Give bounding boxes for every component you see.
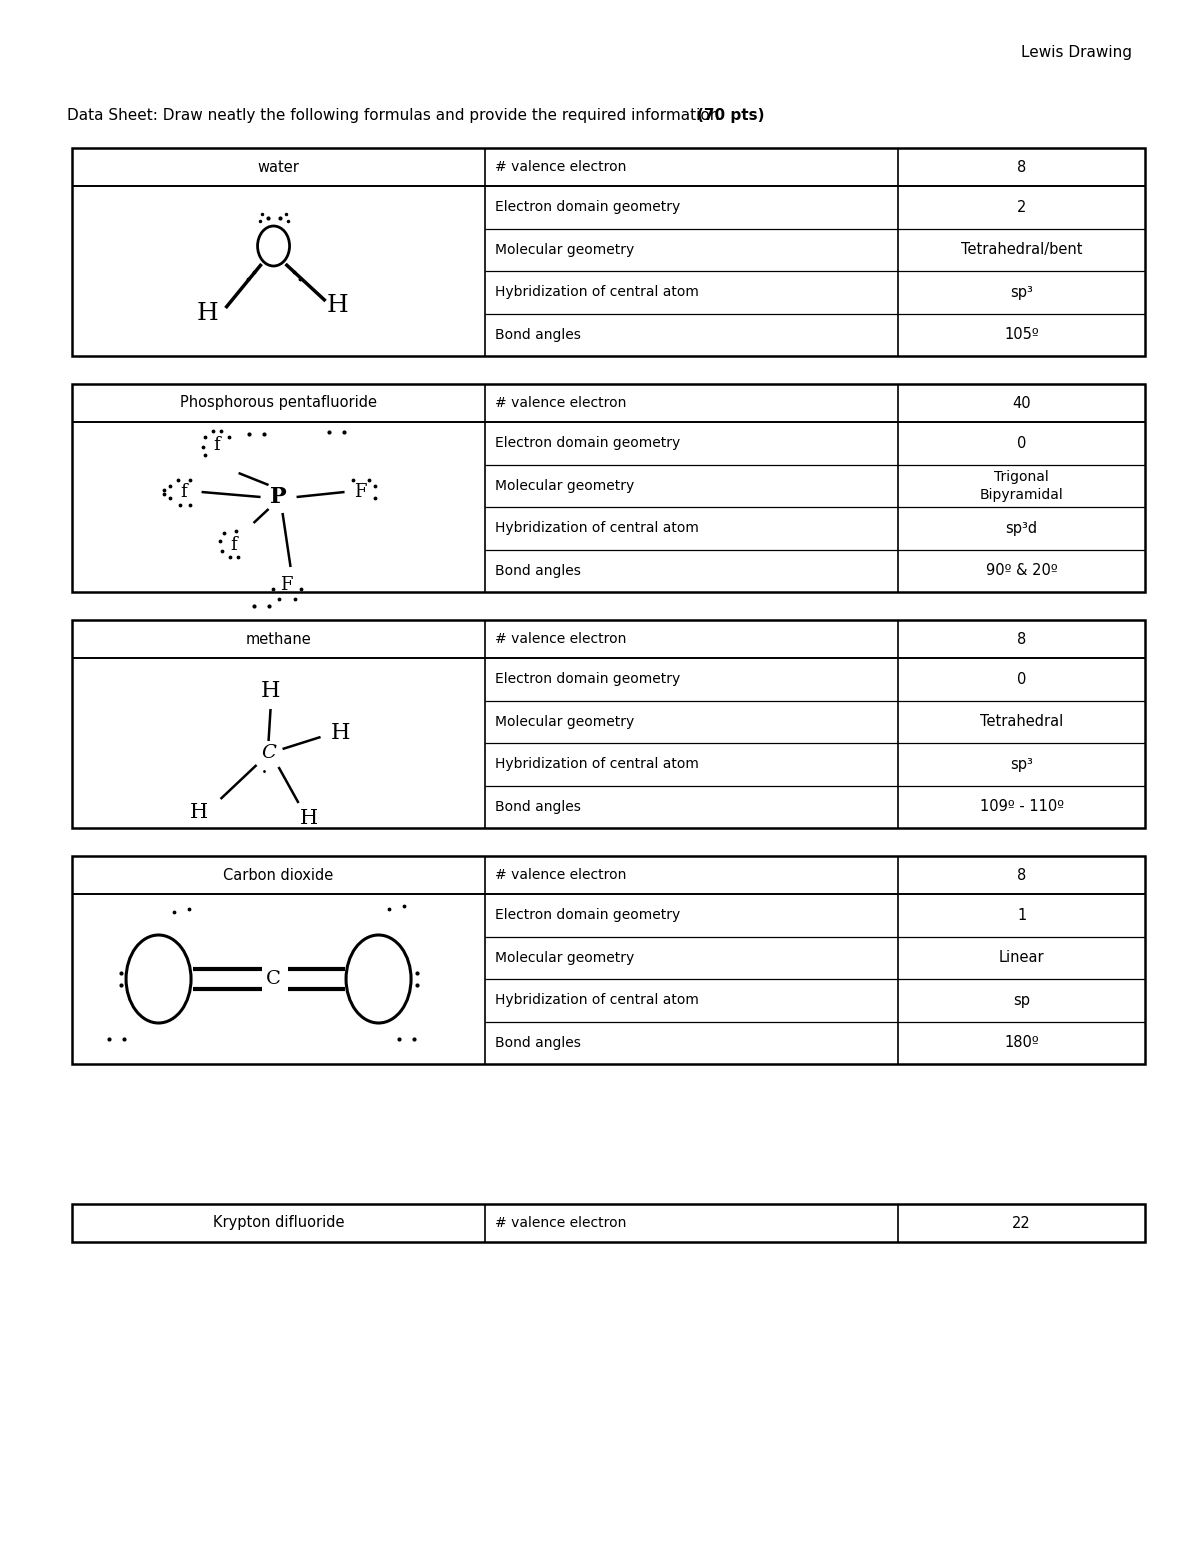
Text: 109º - 110º: 109º - 110º bbox=[979, 800, 1063, 814]
Text: Electron domain geometry: Electron domain geometry bbox=[496, 436, 680, 450]
Text: f: f bbox=[214, 436, 220, 453]
Text: H: H bbox=[300, 809, 318, 828]
Text: 8: 8 bbox=[1016, 160, 1026, 174]
Text: Krypton difluoride: Krypton difluoride bbox=[212, 1216, 344, 1230]
Text: Hybridization of central atom: Hybridization of central atom bbox=[496, 994, 698, 1008]
Text: Bond angles: Bond angles bbox=[496, 328, 581, 342]
Text: sp³d: sp³d bbox=[1006, 520, 1038, 536]
Text: H: H bbox=[326, 295, 348, 317]
Text: sp³: sp³ bbox=[1010, 756, 1033, 772]
Text: Electron domain geometry: Electron domain geometry bbox=[496, 672, 680, 686]
Text: Bond angles: Bond angles bbox=[496, 800, 581, 814]
Text: Electron domain geometry: Electron domain geometry bbox=[496, 909, 680, 922]
Text: Lewis Drawing: Lewis Drawing bbox=[1021, 45, 1132, 61]
Text: Linear: Linear bbox=[998, 950, 1044, 966]
Text: C: C bbox=[262, 744, 276, 763]
Bar bbox=[72, 856, 1145, 1064]
Text: Molecular geometry: Molecular geometry bbox=[496, 950, 635, 964]
Text: sp³: sp³ bbox=[1010, 284, 1033, 300]
Text: F: F bbox=[281, 576, 293, 593]
Text: Molecular geometry: Molecular geometry bbox=[496, 242, 635, 256]
Text: sp: sp bbox=[1013, 992, 1030, 1008]
Text: 105º: 105º bbox=[1004, 328, 1039, 342]
Text: # valence electron: # valence electron bbox=[496, 160, 626, 174]
Bar bbox=[72, 620, 1145, 828]
Text: 0: 0 bbox=[1016, 436, 1026, 450]
Text: Bipyramidal: Bipyramidal bbox=[979, 488, 1063, 502]
Text: # valence electron: # valence electron bbox=[496, 868, 626, 882]
Ellipse shape bbox=[126, 935, 191, 1023]
Text: Hybridization of central atom: Hybridization of central atom bbox=[496, 286, 698, 300]
Text: 40: 40 bbox=[1013, 396, 1031, 410]
Text: Hybridization of central atom: Hybridization of central atom bbox=[496, 758, 698, 772]
Text: P: P bbox=[270, 486, 287, 508]
Text: methane: methane bbox=[246, 632, 312, 646]
Text: H: H bbox=[331, 722, 350, 744]
Text: Tetrahedral: Tetrahedral bbox=[980, 714, 1063, 730]
Text: C: C bbox=[266, 971, 281, 988]
Text: F: F bbox=[354, 483, 367, 502]
Text: Data Sheet: Draw neatly the following formulas and provide the required informat: Data Sheet: Draw neatly the following fo… bbox=[67, 109, 725, 123]
Text: Bond angles: Bond angles bbox=[496, 564, 581, 578]
Bar bbox=[72, 384, 1145, 592]
Text: Carbon dioxide: Carbon dioxide bbox=[223, 868, 334, 882]
Text: 8: 8 bbox=[1016, 632, 1026, 646]
Text: Hybridization of central atom: Hybridization of central atom bbox=[496, 522, 698, 536]
Text: Tetrahedral/bent: Tetrahedral/bent bbox=[961, 242, 1082, 258]
Text: # valence electron: # valence electron bbox=[496, 632, 626, 646]
Ellipse shape bbox=[346, 935, 412, 1023]
Text: H: H bbox=[197, 301, 218, 325]
Bar bbox=[72, 1204, 1145, 1242]
Text: 22: 22 bbox=[1013, 1216, 1031, 1230]
Text: Phosphorous pentafluoride: Phosphorous pentafluoride bbox=[180, 396, 377, 410]
Text: 90º & 20º: 90º & 20º bbox=[985, 564, 1057, 578]
Text: 180º: 180º bbox=[1004, 1036, 1039, 1050]
Text: Molecular geometry: Molecular geometry bbox=[496, 714, 635, 728]
Text: water: water bbox=[258, 160, 300, 174]
Text: f: f bbox=[230, 536, 236, 554]
Text: # valence electron: # valence electron bbox=[496, 396, 626, 410]
Text: 2: 2 bbox=[1016, 200, 1026, 214]
Text: Bond angles: Bond angles bbox=[496, 1036, 581, 1050]
Bar bbox=[72, 148, 1145, 356]
Text: f: f bbox=[180, 483, 187, 502]
Text: 0: 0 bbox=[1016, 672, 1026, 686]
Text: 8: 8 bbox=[1016, 868, 1026, 882]
Text: Electron domain geometry: Electron domain geometry bbox=[496, 200, 680, 214]
Text: 1: 1 bbox=[1016, 909, 1026, 922]
Text: Trigonal: Trigonal bbox=[995, 469, 1049, 483]
Text: # valence electron: # valence electron bbox=[496, 1216, 626, 1230]
Text: H: H bbox=[190, 803, 208, 823]
Text: (70 pts): (70 pts) bbox=[697, 109, 764, 123]
Text: Molecular geometry: Molecular geometry bbox=[496, 478, 635, 492]
Ellipse shape bbox=[258, 227, 289, 266]
Text: H: H bbox=[260, 680, 281, 702]
